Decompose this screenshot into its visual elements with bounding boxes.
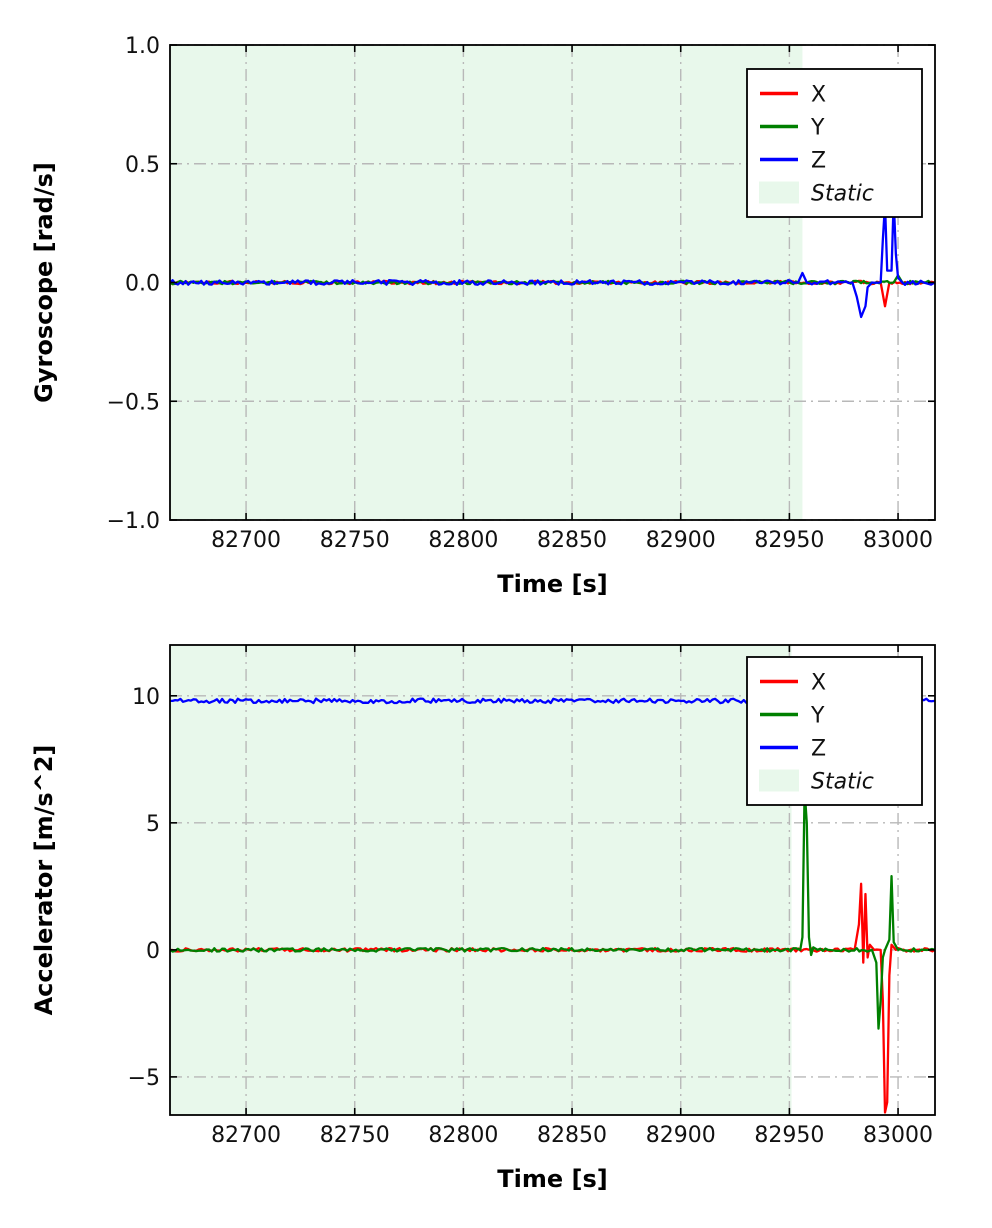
x-tick-label: 82900 — [646, 1123, 716, 1148]
y-tick-label: 10 — [132, 685, 160, 710]
y-tick-label: 0.5 — [125, 153, 160, 178]
y-axis-label: Accelerator [m/s^2] — [30, 745, 58, 1016]
y-axis-label: Gyroscope [rad/s] — [30, 162, 58, 403]
x-tick-label: 82850 — [537, 1123, 607, 1148]
figure-accelerator: 82700 82750 82800 82850 82900 82950 83000 −5 0 5 1… — [0, 614, 992, 1228]
x-tick-label: 83000 — [863, 528, 933, 553]
y-tick-label: −1.0 — [107, 509, 160, 534]
legend-label-X: X — [811, 83, 826, 108]
plot-border — [169, 644, 936, 1116]
legend-label-Z: Z — [811, 149, 826, 174]
legend: XYZ Static — [746, 656, 923, 806]
x-tick-label: 82900 — [646, 528, 716, 553]
x-axis-label: Time [s] — [497, 1165, 607, 1193]
x-tick-label: 82700 — [211, 528, 281, 553]
x-axis-label: Time [s] — [497, 570, 607, 598]
series-Z — [170, 198, 935, 319]
legend-label-X: X — [811, 671, 826, 696]
y-tick-label: 1.0 — [125, 34, 160, 59]
y-tick-label: 5 — [146, 812, 160, 837]
legend-patch-Static — [759, 181, 799, 204]
y-tick-label: 0 — [146, 939, 160, 964]
y-tick-label: −5 — [128, 1066, 160, 1091]
x-tick-label: 82950 — [754, 1123, 824, 1148]
y-tick-label: −0.5 — [107, 390, 160, 415]
legend-label-Y: Y — [810, 116, 825, 141]
static-region — [170, 645, 792, 1115]
legend-label-Static: Static — [811, 770, 874, 795]
x-tick-label: 82750 — [320, 1123, 390, 1148]
axis-ticks — [170, 645, 935, 1115]
figure-gyroscope: 82700 82750 82800 82850 82900 82950 83000 −1.0 −… — [30, 34, 936, 598]
x-tick-label: 82850 — [537, 528, 607, 553]
legend: XYZ Static — [746, 68, 923, 218]
gyroscope-chart: 82700 82750 82800 82850 82900 82950 83000 −1.0 −… — [30, 34, 936, 598]
x-tick-label: 82800 — [428, 528, 498, 553]
x-tick-label: 82700 — [211, 1123, 281, 1148]
series-group — [170, 198, 935, 319]
legend-label-Y: Y — [810, 704, 825, 729]
accelerator-chart: 82700 82750 82800 82850 82900 82950 83000 −5 0 5 1… — [30, 644, 936, 1193]
x-tick-label: 82800 — [428, 1123, 498, 1148]
x-tick-label: 82950 — [754, 528, 824, 553]
legend-patch-Static — [759, 769, 799, 792]
axis-ticks — [170, 44, 935, 521]
series-Y — [170, 788, 935, 1030]
y-tick-label: 0.0 — [125, 272, 160, 297]
legend-label-Z: Z — [811, 737, 826, 762]
legend-label-Static: Static — [811, 182, 874, 207]
x-tick-label: 83000 — [863, 1123, 933, 1148]
x-tick-label: 82750 — [320, 528, 390, 553]
